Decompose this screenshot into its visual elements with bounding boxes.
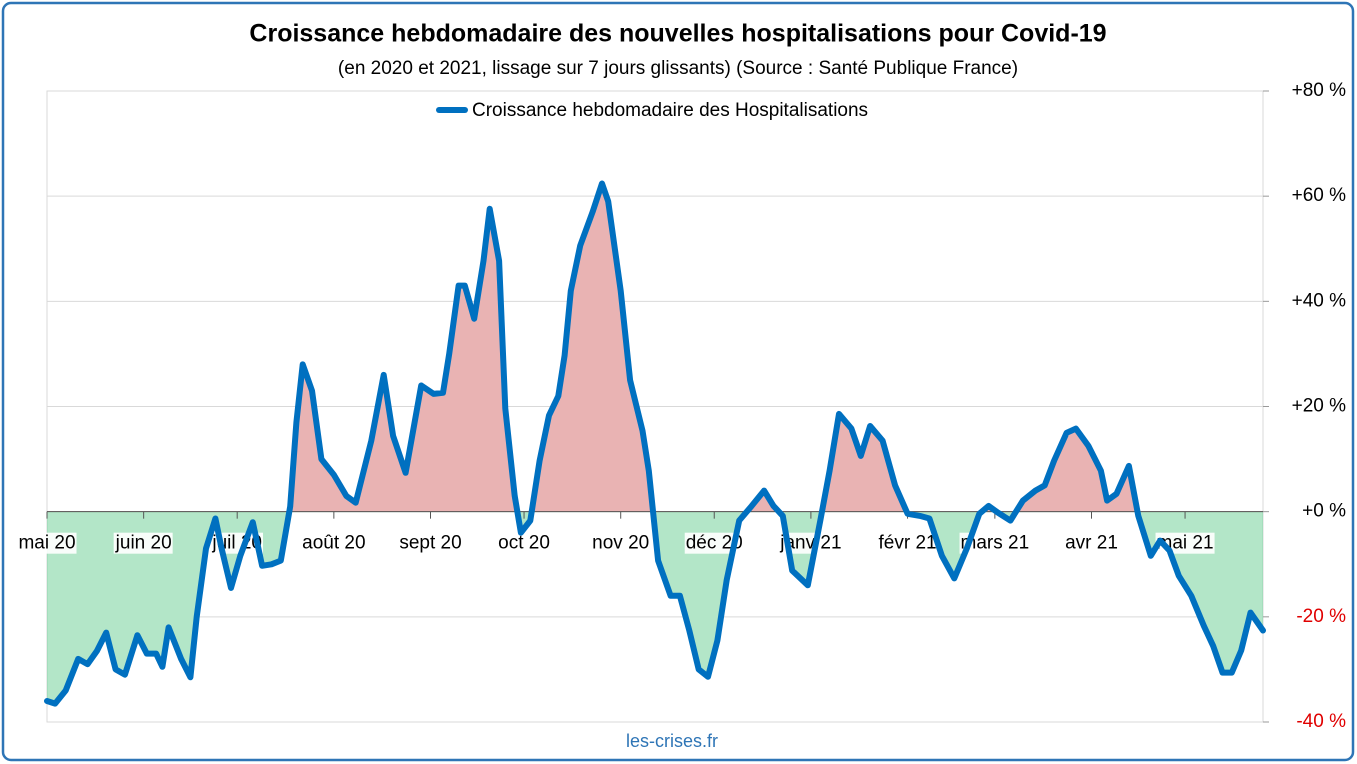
x-tick-label: déc 20 bbox=[686, 533, 743, 554]
y-tick-label: -40 % bbox=[1296, 711, 1346, 732]
x-tick-label-bg bbox=[497, 532, 551, 554]
x-tick-label-bg bbox=[591, 532, 651, 554]
y-tick-label: +20 % bbox=[1292, 396, 1347, 417]
x-tick-label-bg bbox=[113, 532, 173, 554]
x-tick-label-bg bbox=[398, 532, 463, 554]
x-tick-label-bg bbox=[778, 532, 843, 554]
legend-label: Croissance hebdomadaire des Hospitalisat… bbox=[472, 100, 868, 121]
x-tick-label-bg bbox=[301, 532, 367, 554]
y-tick-label: +0 % bbox=[1302, 501, 1346, 522]
y-tick-label: +80 % bbox=[1292, 80, 1347, 101]
x-tick-label-bg bbox=[959, 532, 1031, 554]
x-tick-label-bg bbox=[684, 532, 744, 554]
chart-title: Croissance hebdomadaire des nouvelles ho… bbox=[249, 20, 1106, 48]
y-tick-label: +40 % bbox=[1292, 290, 1347, 311]
x-tick-label-bg bbox=[1064, 532, 1119, 554]
source: les-crises.fr bbox=[626, 731, 718, 751]
y-tick-label: +60 % bbox=[1292, 185, 1347, 206]
x-tick-label: juin 20 bbox=[115, 533, 172, 554]
x-tick-label: mai 20 bbox=[18, 533, 75, 554]
x-tick-label: févr 21 bbox=[879, 533, 937, 554]
x-tick-label: sept 20 bbox=[399, 533, 461, 554]
x-tick-label: avr 21 bbox=[1065, 533, 1118, 554]
x-tick-label-bg bbox=[17, 532, 77, 554]
x-tick-label: oct 20 bbox=[498, 533, 550, 554]
x-tick-label: août 20 bbox=[302, 533, 365, 554]
x-tick-label: mars 21 bbox=[961, 533, 1030, 554]
x-tick-label: nov 20 bbox=[592, 533, 649, 554]
x-tick-label: janv 21 bbox=[779, 533, 841, 554]
y-tick-label: -20 % bbox=[1296, 606, 1346, 627]
chart-subtitle: (en 2020 et 2021, lissage sur 7 jours gl… bbox=[338, 58, 1018, 79]
series-line bbox=[44, 180, 1266, 707]
x-tick-label-bg bbox=[877, 532, 938, 554]
